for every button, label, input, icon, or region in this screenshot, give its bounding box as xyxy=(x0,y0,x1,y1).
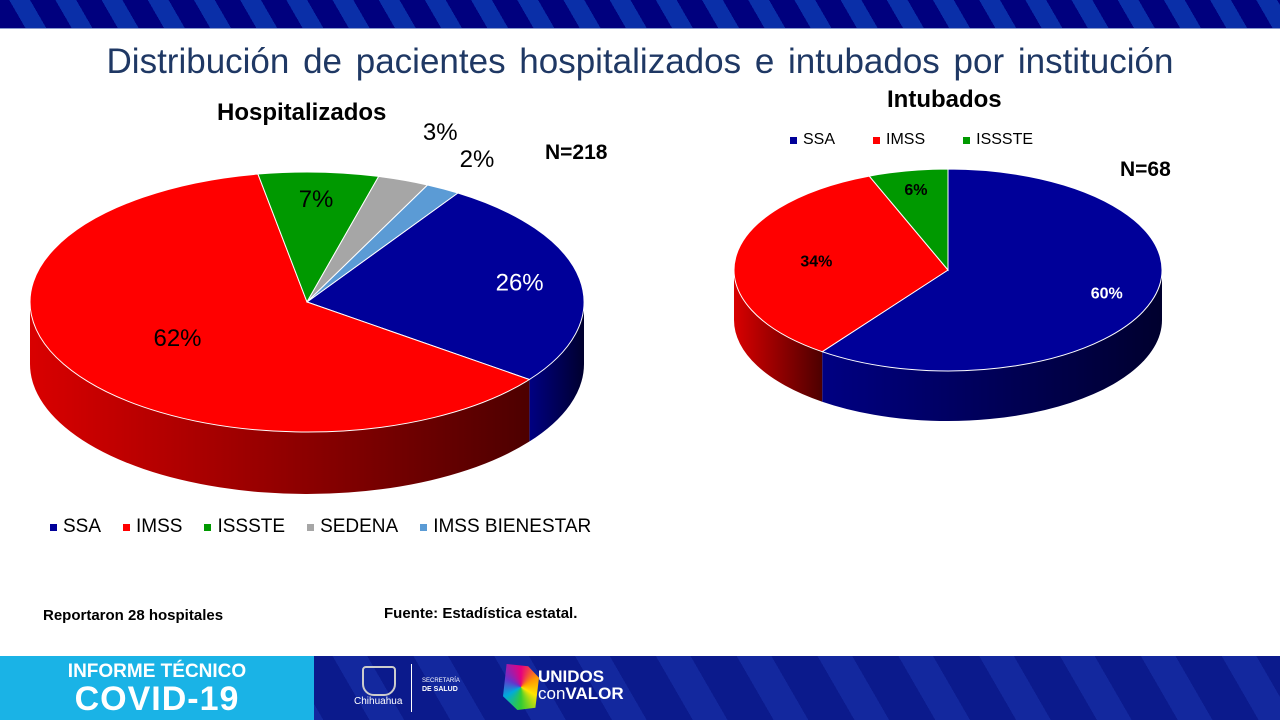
unidos-map-icon xyxy=(503,664,539,710)
legend-swatch xyxy=(790,136,797,144)
legend-label: SSA xyxy=(803,131,836,148)
data-label: 34% xyxy=(800,253,832,270)
legend-item: IMSS xyxy=(873,131,925,149)
data-label: 2% xyxy=(460,146,495,173)
data-label: 6% xyxy=(904,182,927,199)
footer-line2: COVID-19 xyxy=(74,680,240,718)
slogan-con: con xyxy=(538,684,566,703)
data-label: 7% xyxy=(299,186,334,213)
pie-slice-issste xyxy=(868,168,949,272)
chihuahua-shield-icon xyxy=(362,666,396,696)
legend-swatch xyxy=(204,523,212,531)
legend-label: IMSS xyxy=(886,131,926,148)
slide-title: Distribución de pacientes hospitalizados… xyxy=(106,42,1174,81)
chihuahua-logo-text: Chihuahua xyxy=(354,696,403,707)
dept-line1: SECRETARÍA xyxy=(422,678,460,684)
footer-banner: INFORME TÉCNICO COVID-19 Chihuahua SECRE… xyxy=(0,656,1280,720)
pie-slice-imss xyxy=(733,175,949,353)
legend-label: ISSSTE xyxy=(217,516,286,537)
n-hospitalizados: N=218 xyxy=(545,141,608,164)
pie-side-imss xyxy=(733,270,823,402)
dept-line2: DE SALUD xyxy=(422,686,458,693)
pie-side-ssa xyxy=(822,270,1162,422)
source-note: Fuente: Estadística estatal. xyxy=(384,605,578,622)
legend-intubados: SSA IMSS ISSSTE xyxy=(790,131,1033,149)
hospitals-note: Reportaron 28 hospitales xyxy=(43,607,224,624)
legend-item: ISSSTE xyxy=(204,516,285,538)
legend-swatch xyxy=(420,523,428,531)
data-label: 62% xyxy=(153,325,201,352)
pie-slice-ssa xyxy=(821,168,1163,372)
legend-swatch xyxy=(307,523,315,531)
n-intubados: N=68 xyxy=(1120,158,1171,181)
legend-label: SSA xyxy=(63,516,102,537)
pie-slice-ssa xyxy=(305,192,585,381)
data-label: 3% xyxy=(423,119,458,146)
legend-label: IMSS xyxy=(136,516,183,537)
legend-item: IMSS BIENESTAR xyxy=(420,516,591,538)
legend-item: IMSS xyxy=(123,516,182,538)
footer-divider xyxy=(411,664,412,712)
data-label: 60% xyxy=(1091,286,1123,303)
legend-label: ISSSTE xyxy=(976,131,1034,148)
data-label: 26% xyxy=(496,269,544,296)
slogan-line1: UNIDOS xyxy=(538,667,605,686)
legend-swatch xyxy=(963,136,971,144)
legend-swatch xyxy=(123,523,131,531)
chart-title-hospitalizados: Hospitalizados xyxy=(217,99,387,126)
pie-side-imss xyxy=(30,302,530,494)
informe-tecnico-logo: INFORME TÉCNICO COVID-19 xyxy=(0,656,314,720)
slogan-valor: VALOR xyxy=(565,684,624,703)
pie-slice-imss-bienestar xyxy=(306,184,459,303)
legend-item: SSA xyxy=(50,516,101,538)
legend-hospitalizados: SSA IMSS ISSSTE SEDENA IMSS BIENESTAR xyxy=(50,516,591,538)
legend-swatch xyxy=(50,523,57,531)
footer-line1: INFORME TÉCNICO xyxy=(67,661,247,682)
pie-side-ssa xyxy=(529,302,584,442)
legend-item: SEDENA xyxy=(307,516,398,538)
legend-item: ISSSTE xyxy=(963,131,1033,149)
legend-item: SSA xyxy=(790,131,835,149)
pie-slice-issste xyxy=(257,171,380,304)
top-stripe-band xyxy=(0,0,1280,29)
pie-slice-imss xyxy=(29,173,531,433)
legend-label: SEDENA xyxy=(320,516,399,537)
chart-title-intubados: Intubados xyxy=(887,86,1002,113)
legend-swatch xyxy=(873,136,881,144)
legend-label: IMSS BIENESTAR xyxy=(433,516,592,537)
